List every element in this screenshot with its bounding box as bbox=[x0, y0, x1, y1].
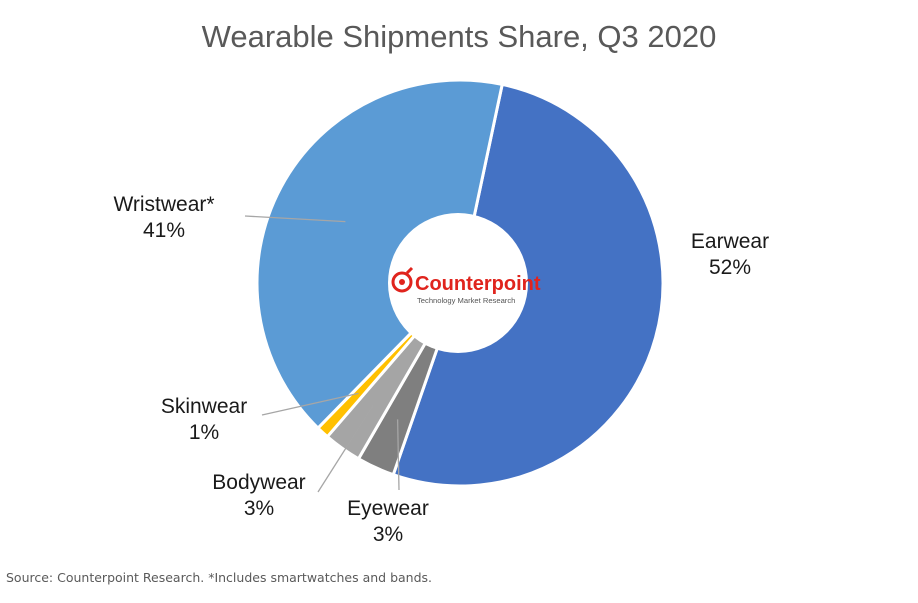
label-bodywear-value: 3% bbox=[244, 497, 274, 520]
label-earwear-name: Earwear bbox=[691, 230, 769, 253]
label-wristwear-value: 41% bbox=[143, 219, 185, 242]
label-skinwear-name: Skinwear bbox=[161, 395, 247, 418]
leader-line-wristwear bbox=[244, 215, 346, 223]
leader-line-eyewear bbox=[396, 419, 400, 491]
pie-slices bbox=[255, 78, 665, 488]
slice-wristwear bbox=[255, 78, 504, 431]
label-skinwear-value: 1% bbox=[189, 421, 219, 444]
label-bodywear-name: Bodywear bbox=[212, 471, 305, 494]
slice-earwear bbox=[391, 82, 665, 488]
label-eyewear-value: 3% bbox=[373, 523, 403, 546]
counterpoint-logo-icon bbox=[391, 266, 414, 293]
center-hole bbox=[388, 213, 528, 353]
leader-line-bodywear bbox=[317, 404, 374, 493]
leader-lines bbox=[244, 215, 400, 493]
logo-tagline: Technology Market Research bbox=[417, 296, 515, 305]
label-eyewear-name: Eyewear bbox=[347, 497, 429, 520]
counterpoint-logo: Counterpoint Technology Market Research bbox=[388, 213, 541, 353]
chart-title: Wearable Shipments Share, Q3 2020 bbox=[202, 19, 717, 54]
label-wristwear-name: Wristwear* bbox=[113, 193, 214, 216]
source-note: Source: Counterpoint Research. *Includes… bbox=[6, 570, 433, 585]
leader-line-skinwear bbox=[261, 392, 359, 416]
logo-brand: Counterpoint bbox=[415, 273, 541, 295]
label-earwear-value: 52% bbox=[709, 256, 751, 279]
